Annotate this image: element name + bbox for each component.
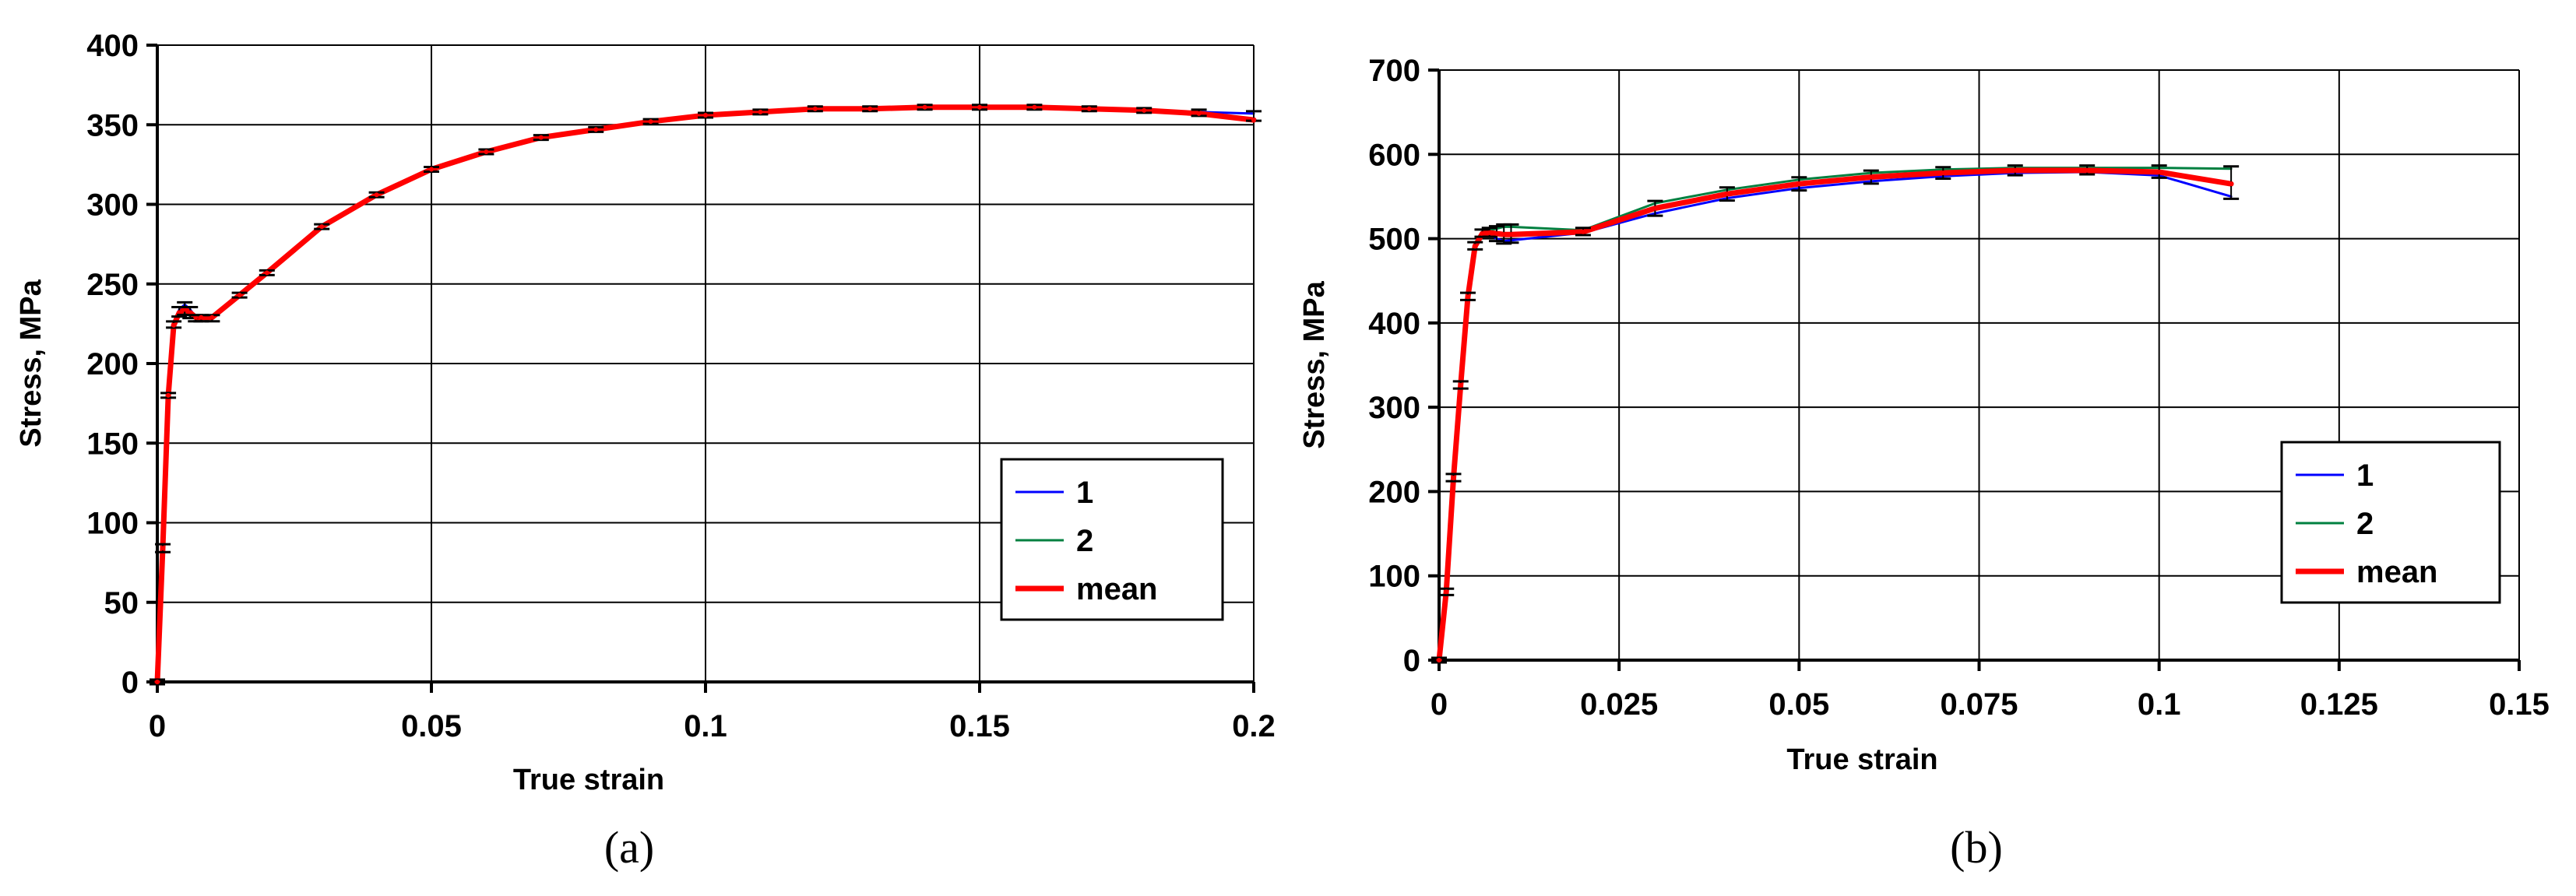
data-point [1508, 232, 1514, 237]
y-tick-label: 50 [104, 586, 139, 620]
x-tick-label: 0 [149, 709, 166, 743]
data-point [1480, 231, 1485, 237]
panel-caption: (b) [1950, 822, 2003, 873]
x-tick-label: 0.05 [1768, 687, 1829, 722]
x-tick-label: 0.05 [401, 709, 462, 743]
data-point [188, 310, 193, 315]
data-point [977, 104, 982, 110]
data-point [2085, 167, 2090, 173]
data-point [1086, 106, 1092, 111]
data-point [166, 392, 171, 398]
series-line-1 [1438, 170, 2233, 662]
data-point [2156, 170, 2162, 175]
y-tick-label: 400 [86, 29, 139, 63]
data-point [429, 167, 434, 172]
y-tick-label: 200 [86, 347, 139, 381]
data-point [155, 680, 160, 684]
data-point [593, 127, 599, 132]
data-point [319, 224, 325, 230]
data-point [758, 109, 763, 114]
data-point [1437, 658, 1441, 662]
data-point [1652, 206, 1658, 211]
y-tick-label: 100 [86, 507, 139, 541]
y-tick-label: 700 [1368, 54, 1420, 88]
legend-label-1: 1 [1076, 476, 1093, 510]
panel-caption: (a) [604, 822, 654, 873]
data-point [867, 106, 873, 111]
data-point [1941, 170, 1946, 176]
x-tick-label: 0.15 [2489, 687, 2550, 722]
legend-label-mean: mean [1076, 572, 1158, 606]
data-point [1465, 294, 1470, 300]
y-tick-label: 200 [1368, 475, 1420, 509]
data-point [1724, 191, 1730, 197]
data-point [199, 314, 204, 320]
data-point [1444, 589, 1449, 595]
legend: 1 2 mean [1000, 458, 1224, 621]
data-point [237, 293, 242, 298]
data-point [922, 104, 927, 110]
data-point [1142, 107, 1147, 113]
data-point [2229, 181, 2234, 187]
series-line-2 [1438, 167, 2233, 662]
legend-label-2: 2 [1076, 524, 1093, 558]
data-point [1251, 118, 1256, 123]
series-line-mean [1436, 167, 2234, 663]
legend-label-mean: mean [2356, 555, 2438, 589]
data-point [812, 106, 818, 111]
y-tick-label: 0 [121, 666, 139, 700]
x-tick-label: 0.15 [949, 709, 1010, 743]
data-point [171, 322, 177, 328]
chart-b: 0 100 200 300 400 500 600 700 0 0.025 0.05 0.075 0.1… [1298, 54, 2550, 873]
data-point [648, 119, 653, 125]
y-tick-label: 500 [1368, 223, 1420, 257]
y-tick-label: 150 [86, 427, 139, 461]
x-tick-label: 0 [1431, 687, 1448, 722]
y-tick-label: 600 [1368, 138, 1420, 172]
x-axis-title: True strain [513, 764, 664, 796]
chart-a: 0 50 100 150 200 250 300 350 400 0 0.05 0.1 0.15 0.2 T… [15, 29, 1276, 873]
data-point [264, 270, 269, 276]
x-tick-label: 0.1 [684, 709, 727, 743]
data-point [160, 546, 166, 551]
data-point [209, 314, 215, 320]
legend: 1 2 mean [2280, 441, 2501, 604]
data-point [2012, 167, 2018, 173]
y-tick-label: 400 [1368, 307, 1420, 341]
data-point [1797, 181, 1802, 187]
data-point [1451, 476, 1456, 481]
y-axis-title: Stress, MPa [1298, 280, 1331, 448]
y-tick-label: 0 [1403, 644, 1420, 678]
x-tick-label: 0.1 [2138, 687, 2181, 722]
y-tick-label: 100 [1368, 560, 1420, 594]
data-point [1458, 382, 1463, 388]
data-point [1196, 111, 1202, 116]
y-tick-label: 350 [86, 108, 139, 142]
x-axis-title: True strain [1786, 743, 1937, 776]
x-tick-label: 0.075 [1940, 687, 2018, 722]
y-tick-label: 300 [1368, 391, 1420, 425]
data-point [1501, 232, 1507, 237]
y-tick-label: 300 [86, 188, 139, 223]
data-point [1032, 104, 1037, 110]
data-point [484, 149, 489, 155]
data-point [374, 192, 379, 198]
data-point [1868, 174, 1874, 180]
y-tick-label: 250 [86, 268, 139, 302]
x-tick-label: 0.125 [2300, 687, 2378, 722]
legend-label-2: 2 [2356, 507, 2374, 541]
data-point [1473, 244, 1478, 249]
y-axis-title: Stress, MPa [15, 279, 48, 447]
data-point [1494, 231, 1499, 237]
data-point [1487, 230, 1492, 235]
legend-label-1: 1 [2356, 459, 2374, 493]
data-point [538, 135, 544, 140]
data-point [1580, 229, 1585, 234]
x-tick-label: 0.2 [1232, 709, 1276, 743]
x-tick-label: 0.025 [1580, 687, 1658, 722]
data-point [703, 112, 708, 118]
